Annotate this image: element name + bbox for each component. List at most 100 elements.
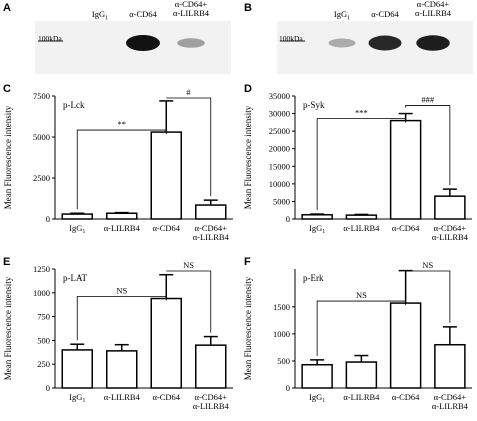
y-tick-label-1000: 1000 [273,329,290,339]
bar-igg1 [301,363,333,389]
blot-lane-label-igg1: IgG1 [333,9,351,22]
significance-bracket-2 [166,97,212,197]
band-cd64 [368,35,402,51]
x-tick-label-cd64: α-CD64 [152,392,180,402]
y-tick-label-15000: 15000 [269,161,290,171]
x-tick-label-cd64-lilrb4: α-CD64+ α-LILRB4 [193,223,230,242]
x-tick-label-igg1: IgG1 [309,392,325,404]
blot-b-marker-label: 100kDa [279,34,303,43]
significance-label-1: *** [355,108,368,118]
significance-bracket-1 [316,300,407,356]
panel-letter-f: F [244,256,251,268]
bar-cd64-lilrb4 [195,344,227,389]
x-tick-label-igg1: IgG1 [69,223,85,235]
panel-letter-c: C [3,83,11,95]
y-tick-label-2500: 2500 [33,173,50,183]
significance-label-1: NS [116,286,127,296]
western-blot-b [277,21,473,74]
bar-lilrb4 [106,350,138,389]
y-axis-label: Mean Fluorescence intensity [243,105,253,209]
y-tick-label-25000: 25000 [269,126,290,136]
y-tick-label-7500: 7500 [33,91,50,101]
bar-chart-p-lat: Mean Fluorescence intensity 0 250 500 750 100… [0,257,238,421]
y-tick-label-0: 0 [46,383,50,393]
x-tick-label-lilrb4: α-LILRB4 [343,223,380,233]
x-tick-label-lilrb4: α-LILRB4 [343,392,380,402]
x-tick-label-cd64-lilrb4: α-CD64+ α-LILRB4 [432,392,469,411]
significance-label-2: # [186,87,191,97]
significance-label-2: ### [421,95,435,105]
bar-chart-p-lck: Mean Fluorescence intensity 0 2500 5000 7500… [0,84,238,252]
y-tick-label-0: 0 [286,383,290,393]
significance-bracket-2 [405,270,451,323]
x-tick-label-lilrb4: α-LILRB4 [104,392,141,402]
y-tick-label-0: 0 [286,214,290,224]
bar-igg1 [301,214,333,220]
bar-cd64 [150,131,182,220]
y-tick-label-20000: 20000 [269,144,290,154]
blot-a-marker-label: 100kDa [38,34,62,43]
bar-cd64 [389,302,422,389]
blot-lane-label-cd64: α-CD64 [371,9,399,19]
bar-lilrb4 [345,214,378,220]
x-tick-label-lilrb4: α-LILRB4 [104,223,141,233]
significance-bracket-1 [76,129,167,210]
western-blot-a [35,21,231,74]
y-tick-label-10000: 10000 [269,179,290,189]
y-tick-label-500: 500 [277,356,290,366]
band-cd64-lilrb4 [416,35,450,51]
chart-annotation: p-LAT [63,273,87,283]
bar-igg1 [61,349,93,389]
y-axis-label: Mean Fluorescence intensity [3,276,13,380]
y-tick-label-35000: 35000 [269,91,290,101]
significance-label-1: ** [118,119,127,129]
x-tick-label-cd64-lilrb4: α-CD64+ α-LILRB4 [432,223,469,242]
bar-lilrb4 [345,361,378,389]
chart-annotation: p-Erk [303,273,324,283]
bar-cd64-lilrb4 [195,204,227,220]
y-tick-label-750: 750 [37,312,50,322]
band-igg1 [328,38,356,48]
bar-igg1 [61,213,93,220]
bar-chart-p-syk: Mean Fluorescence intensity 0 5000 10000 150… [240,84,477,252]
panel-letter-b: B [244,2,252,14]
x-tick-label-cd64-lilrb4: α-CD64+ α-LILRB4 [193,392,230,411]
significance-bracket-2 [166,270,212,333]
y-tick-label-500: 500 [37,335,50,345]
blot-lane-label-igg1: IgG1 [91,9,109,22]
significance-label-1: NS [356,290,367,300]
y-tick-label-1250: 1250 [33,264,50,274]
blot-lane-label-cd64-lilrb4: α-CD64+ α-LILRB4 [172,0,210,18]
x-tick-label-igg1: IgG1 [69,392,85,404]
significance-label-2: NS [183,260,194,270]
bar-chart-p-erk: Mean Fluorescence intensity 0 500 1000 1500 p… [240,257,477,421]
bar-cd64-lilrb4 [434,343,466,389]
y-tick-label-250: 250 [37,359,50,369]
blot-lane-label-cd64-lilrb4: α-CD64+ α-LILRB4 [414,0,452,18]
significance-bracket-1 [76,296,167,341]
bar-cd64 [389,119,422,220]
y-axis-label: Mean Fluorescence intensity [243,276,253,380]
bar-cd64-lilrb4 [434,195,466,220]
x-tick-label-cd64: α-CD64 [392,223,420,233]
band-cd64-lilrb4 [177,38,205,48]
blot-lane-label-cd64: α-CD64 [129,9,157,19]
y-tick-label-0: 0 [46,214,50,224]
significance-label-2: NS [422,260,433,270]
y-tick-label-5000: 5000 [273,196,290,206]
chart-annotation: p-Syk [303,100,325,110]
x-tick-label-cd64: α-CD64 [392,392,420,402]
significance-bracket-2 [405,105,451,186]
x-tick-label-cd64: α-CD64 [152,223,180,233]
significance-bracket-1 [316,118,407,211]
panel-letter-e: E [3,256,11,268]
y-axis-label: Mean Fluorescence intensity [3,105,13,209]
y-tick-label-1500: 1500 [273,302,290,312]
panel-letter-a: A [3,2,11,14]
y-tick-label-1000: 1000 [33,288,50,298]
chart-annotation: p-Lck [63,100,85,110]
bar-lilrb4 [106,212,138,220]
bar-cd64 [150,297,182,389]
y-tick-label-5000: 5000 [33,132,50,142]
x-tick-label-igg1: IgG1 [309,223,325,235]
